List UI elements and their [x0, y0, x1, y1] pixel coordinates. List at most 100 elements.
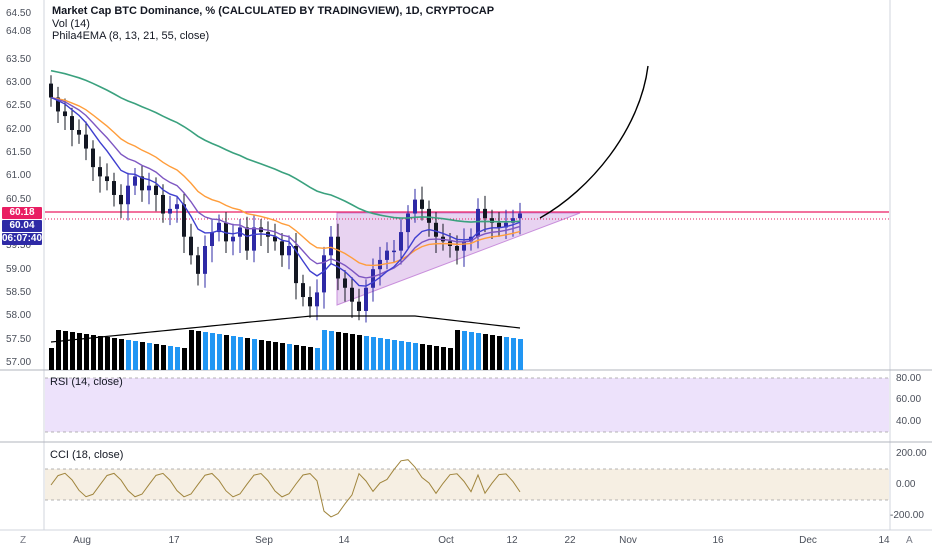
symbol-title[interactable]: Market Cap BTC Dominance, % (CALCULATED … — [52, 5, 495, 17]
candle-body — [119, 194, 123, 205]
projection-curve — [539, 65, 649, 219]
volume-bar — [518, 339, 523, 370]
rsi-label[interactable]: RSI (14, close) — [50, 376, 123, 388]
cci-label[interactable]: CCI (18, close) — [50, 449, 124, 461]
volume-bar — [56, 330, 61, 370]
volume-bar — [511, 338, 516, 370]
volume-bar — [203, 332, 208, 370]
volume-bar — [490, 335, 495, 370]
cci-axis-label: -200.00 — [890, 510, 924, 521]
candle-body — [140, 176, 144, 191]
volume-bar — [91, 335, 96, 370]
candle-body — [329, 236, 333, 256]
volume-bar — [147, 343, 152, 370]
volume-bar — [84, 334, 89, 370]
time-label: Aug — [73, 535, 91, 546]
volume-bar — [175, 347, 180, 370]
candle-body — [245, 227, 249, 251]
candle-body — [385, 250, 389, 260]
time-label: 22 — [564, 535, 576, 546]
last-price-tag: 60.18 — [2, 207, 42, 219]
volume-bar — [322, 330, 327, 370]
candle-body — [518, 213, 522, 219]
volume-bar — [378, 338, 383, 370]
candle-body — [504, 222, 508, 228]
volume-bar — [399, 341, 404, 370]
volume-bar — [133, 341, 138, 370]
timezone-button[interactable]: Z — [20, 535, 27, 546]
volume-bar — [259, 340, 264, 370]
candle-body — [357, 301, 361, 311]
price-label: 57.50 — [6, 334, 32, 345]
ema-55-line — [50, 69, 521, 223]
candle-body — [434, 222, 438, 237]
candle-body — [133, 176, 137, 186]
volume-bar — [105, 337, 110, 370]
volume-bar — [210, 333, 215, 370]
volume-bar — [189, 330, 194, 370]
volume-bar — [448, 348, 453, 370]
cci-axis-label: 200.00 — [896, 448, 927, 459]
volume-bar — [154, 344, 159, 370]
price-label: 59.00 — [6, 264, 32, 275]
candle-body — [210, 232, 214, 246]
candle-body — [336, 236, 340, 279]
second-price-tag: 60.04 — [2, 220, 42, 232]
candle-body — [168, 208, 172, 214]
volume-bar — [182, 348, 187, 370]
candle-body — [294, 246, 298, 284]
price-label: 61.00 — [6, 170, 32, 181]
volume-bar — [217, 334, 222, 370]
price-label: 62.00 — [6, 124, 32, 135]
candle-body — [497, 222, 501, 228]
volume-bar — [329, 331, 334, 370]
candle-body — [182, 204, 186, 237]
candle-body — [280, 241, 284, 256]
volume-bar — [168, 346, 173, 370]
candle-body — [420, 199, 424, 209]
bar-countdown-tag: 06:07:40 — [2, 233, 43, 245]
volume-bar — [315, 348, 320, 370]
candle-body — [462, 241, 466, 251]
volume-bar — [252, 339, 257, 370]
volume-bar — [266, 341, 271, 370]
volume-bar — [469, 332, 474, 370]
time-label: Dec — [799, 535, 817, 546]
candle-body — [49, 83, 53, 98]
volume-bar — [343, 333, 348, 370]
price-label: 60.50 — [6, 194, 32, 205]
volume-bar — [364, 336, 369, 370]
candle-body — [490, 218, 494, 223]
ema-21-line — [50, 96, 521, 267]
candle-body — [301, 283, 305, 298]
candle-body — [231, 236, 235, 242]
volume-indicator-label[interactable]: Vol (14) — [52, 18, 90, 30]
price-label: 58.50 — [6, 287, 32, 298]
price-label: 59.50 — [6, 240, 32, 251]
candle-body — [287, 246, 291, 256]
candle-body — [392, 250, 396, 253]
volume-bar — [140, 342, 145, 370]
ema-8-line — [50, 96, 521, 287]
volume-bar — [462, 331, 467, 370]
candle-body — [147, 185, 151, 191]
candle-body — [406, 213, 410, 233]
volume-bar — [476, 333, 481, 370]
ema-13-line — [50, 96, 521, 279]
volume-bar — [427, 345, 432, 370]
price-label: 63.00 — [6, 77, 32, 88]
volume-bar — [301, 346, 306, 370]
volume-bar — [441, 347, 446, 370]
rsi-axis-label: 80.00 — [896, 373, 922, 384]
ema-indicator-label[interactable]: Phila4EMA (8, 13, 21, 55, close) — [52, 30, 210, 42]
volume-bar — [238, 337, 243, 370]
volume-bar — [413, 343, 418, 370]
volume-bar — [126, 340, 131, 370]
auto-scale-button[interactable]: A — [906, 535, 913, 546]
volume-bar — [273, 342, 278, 370]
candle-body — [273, 236, 277, 242]
candle-body — [70, 116, 74, 130]
volume-bar — [280, 343, 285, 370]
volume-bar — [112, 338, 117, 370]
